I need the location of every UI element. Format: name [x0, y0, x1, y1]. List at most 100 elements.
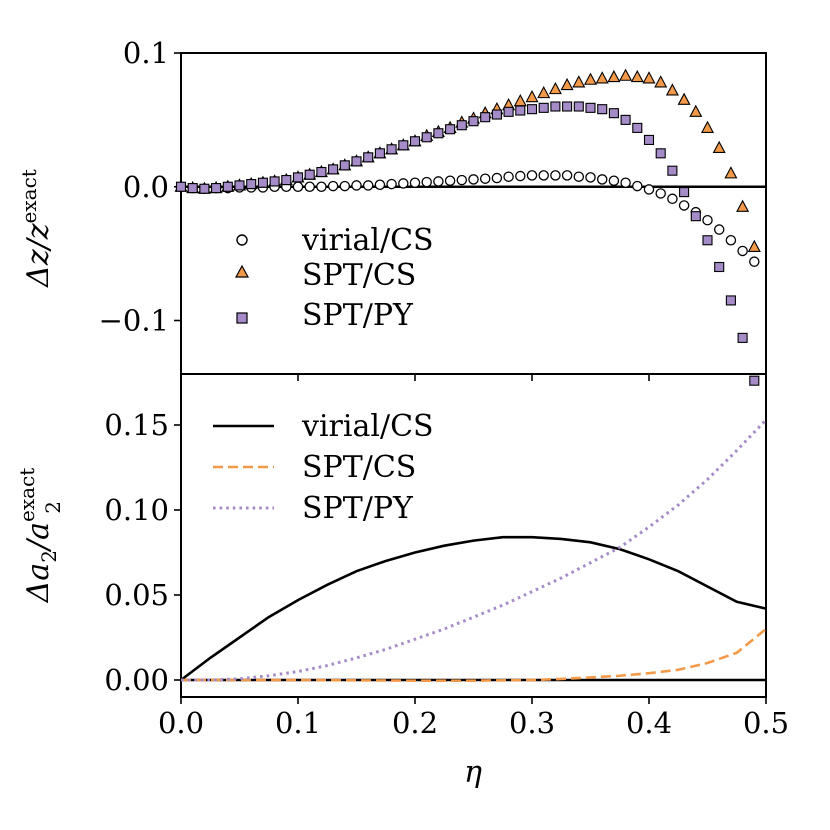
scatter-point-circle: [526, 170, 538, 181]
top-y-ticks: 0.1 0.0 −0.1: [99, 36, 181, 338]
scatter-point-circle: [561, 170, 573, 181]
scatter-point-circle: [713, 224, 725, 235]
scatter-point-square: [608, 108, 619, 119]
scatter-point-square: [433, 128, 444, 139]
scatter-point-square: [562, 101, 573, 112]
scatter-point-square: [491, 109, 502, 120]
scatter-point-circle: [292, 181, 304, 192]
scatter-point-square: [503, 106, 514, 117]
scatter-point-circle: [667, 193, 678, 205]
scatter-point-circle: [596, 174, 608, 185]
scatter-point-triangle: [619, 68, 633, 81]
bottom-legend-label-spt-cs: SPT/CS: [302, 450, 416, 485]
y-tick-label: 0.10: [104, 493, 169, 527]
scatter-point-square: [468, 116, 479, 127]
top-panel-frame: [180, 52, 767, 375]
scatter-point-square: [597, 104, 608, 115]
scatter-point-square: [585, 102, 596, 113]
scatter-point-triangle: [537, 85, 551, 99]
y-tick-label: 0.15: [104, 408, 169, 442]
scatter-point-square: [725, 295, 736, 306]
bottom-y-axis-label: Δa2/aexact 2: [15, 468, 65, 604]
scatter-point-square: [304, 169, 315, 180]
scatter-point-triangle: [724, 166, 738, 179]
scatter-point-square: [632, 122, 643, 133]
bottom-y-axis-label-sup: exact: [15, 468, 39, 522]
scatter-point-triangle: [548, 81, 562, 95]
series-spt-cs: [174, 68, 761, 252]
scatter-point-square: [550, 101, 561, 112]
scatter-point-circle: [351, 180, 362, 191]
scatter-point-square: [269, 176, 280, 187]
scatter-point-triangle: [700, 120, 715, 133]
scatter-point-square: [187, 183, 198, 194]
scatter-point-triangle: [595, 71, 609, 84]
scatter-point-circle: [409, 177, 421, 188]
x-axis-label: η: [464, 755, 482, 790]
scatter-point-circle: [585, 172, 596, 183]
scatter-point-triangle: [583, 72, 598, 85]
scatter-point-square: [316, 166, 327, 178]
scatter-point-circle: [538, 170, 549, 181]
scatter-point-triangle: [560, 77, 574, 91]
scatter-point-triangle: [525, 89, 539, 103]
x-tick-label: 0.3: [509, 706, 555, 740]
scatter-point-circle: [374, 179, 386, 190]
scatter-point-triangle: [513, 93, 527, 107]
bottom-line-series: [180, 418, 768, 682]
scatter-point-square: [175, 181, 187, 192]
scatter-point-circle: [737, 245, 748, 257]
scatter-point-square: [328, 164, 339, 175]
bottom-legend-label-spt-py: SPT/PY: [302, 491, 414, 526]
scatter-point-square: [351, 156, 362, 167]
scatter-point-square: [667, 165, 678, 176]
scatter-point-circle: [573, 171, 585, 182]
scatter-point-triangle: [654, 75, 668, 88]
scatter-point-square: [199, 183, 210, 194]
scatter-point-circle: [421, 176, 432, 188]
scatter-point-circle: [316, 181, 327, 192]
scatter-point-square: [749, 375, 760, 386]
scatter-point-square: [515, 105, 526, 116]
scatter-point-circle: [327, 180, 339, 192]
scatter-point-square: [386, 144, 397, 155]
x-tick-label: 0.4: [626, 706, 672, 740]
scatter-point-circle: [433, 176, 444, 187]
x-tick-label: 0.1: [275, 706, 321, 740]
scatter-point-triangle: [736, 199, 750, 212]
x-tick-label: 0.5: [743, 706, 789, 740]
scatter-point-square: [421, 132, 432, 143]
scatter-point-square: [526, 104, 538, 115]
scatter-point-circle: [444, 175, 456, 186]
line-series-spt-cs: [181, 627, 767, 682]
x-tick-label: 0.2: [392, 706, 438, 740]
y-tick-label: 0.05: [104, 578, 169, 612]
scatter-point-circle: [515, 170, 526, 182]
scatter-point-triangle: [572, 75, 586, 88]
y-tick-label: −0.1: [99, 304, 169, 338]
scatter-point-circle: [398, 178, 409, 189]
bottom-y-ticks: 0.00 0.05 0.10 0.15: [104, 408, 181, 697]
scatter-point-square: [374, 148, 385, 159]
scatter-point-circle: [386, 178, 397, 190]
scatter-point-square: [456, 120, 467, 131]
bottom-y-axis-label-sub2: 2: [41, 501, 65, 514]
scatter-point-square: [222, 181, 233, 192]
scatter-point-square: [363, 152, 374, 163]
top-legend-label-virial-cs: virial/CS: [301, 223, 434, 258]
scatter-point-triangle: [607, 69, 621, 83]
scatter-point-square: [292, 172, 304, 183]
scatter-point-circle: [643, 184, 655, 195]
scatter-point-circle: [362, 180, 374, 191]
x-tick-label: 0.0: [158, 706, 204, 740]
top-y-axis-label-main: Δz/z: [21, 223, 56, 288]
y-tick-label: 0.0: [123, 170, 169, 204]
scatter-point-square: [690, 211, 701, 222]
scatter-point-square: [702, 235, 713, 246]
scatter-point-circle: [456, 174, 468, 186]
scatter-point-circle: [678, 200, 690, 211]
scatter-point-square: [398, 140, 409, 151]
bottom-x-ticks: 0.0 0.1 0.2 0.3 0.4 0.5: [158, 697, 789, 740]
scatter-point-square: [234, 180, 245, 191]
scatter-point-square: [339, 160, 350, 171]
